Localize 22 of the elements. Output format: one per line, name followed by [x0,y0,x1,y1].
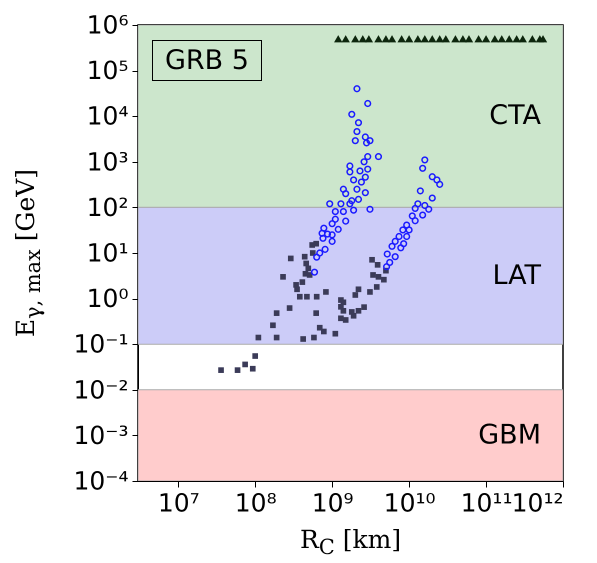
y-tick-label: 10⁰ [86,284,128,314]
x-axis-title: R$_{C}$ [km] [300,525,402,559]
y-tick-label: 10⁶ [86,10,128,40]
y-tick-label: 10⁻⁴ [73,466,128,496]
annotation: GRB 5 [152,40,262,81]
band-label: CTA [489,100,542,132]
y-tick-label: 10⁴ [86,102,128,131]
y-tick-label: 10² [86,192,128,222]
x-tick-label: 10⁹ [312,488,354,518]
x-tick-label: 10¹⁰ [384,488,436,518]
x-tick-label: 10¹² [512,488,564,518]
y-tick-label: 10⁻² [73,375,128,404]
y-tick-label: 10⁵ [86,56,128,86]
y-tick-label: 10¹ [86,238,128,268]
y-tick-label: 10⁻³ [73,420,128,450]
x-tick-label: 10¹¹ [460,488,512,518]
band-label: LAT [492,260,542,291]
x-tick-label: 10⁸ [234,488,277,518]
y-tick-label: 10³ [86,147,128,176]
x-tick-label: 10⁷ [158,488,200,518]
band-label: GBM [478,419,541,450]
y-tick-label: 10⁻¹ [73,330,128,359]
